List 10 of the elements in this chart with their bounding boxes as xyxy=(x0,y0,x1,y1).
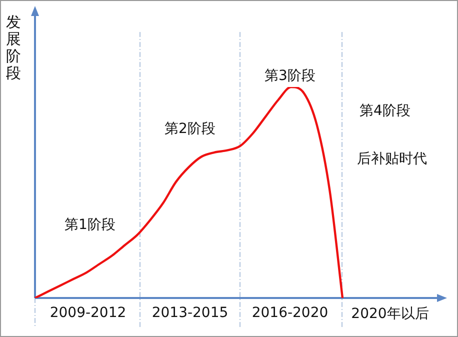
annotation: 第2阶段 xyxy=(164,120,216,138)
annotation: 第1阶段 xyxy=(64,216,116,234)
text: 2009-2012 xyxy=(50,305,126,321)
text: 2013-2015 xyxy=(152,305,228,321)
text: 2020年以后 xyxy=(351,305,429,323)
annotation: 第4阶段 xyxy=(360,102,410,120)
y-axis-title: 发展阶段 xyxy=(6,13,22,82)
annotation: 后补贴时代 xyxy=(357,150,427,168)
text: 第3阶段 xyxy=(264,67,316,85)
text: 2016-2020 xyxy=(252,305,328,321)
